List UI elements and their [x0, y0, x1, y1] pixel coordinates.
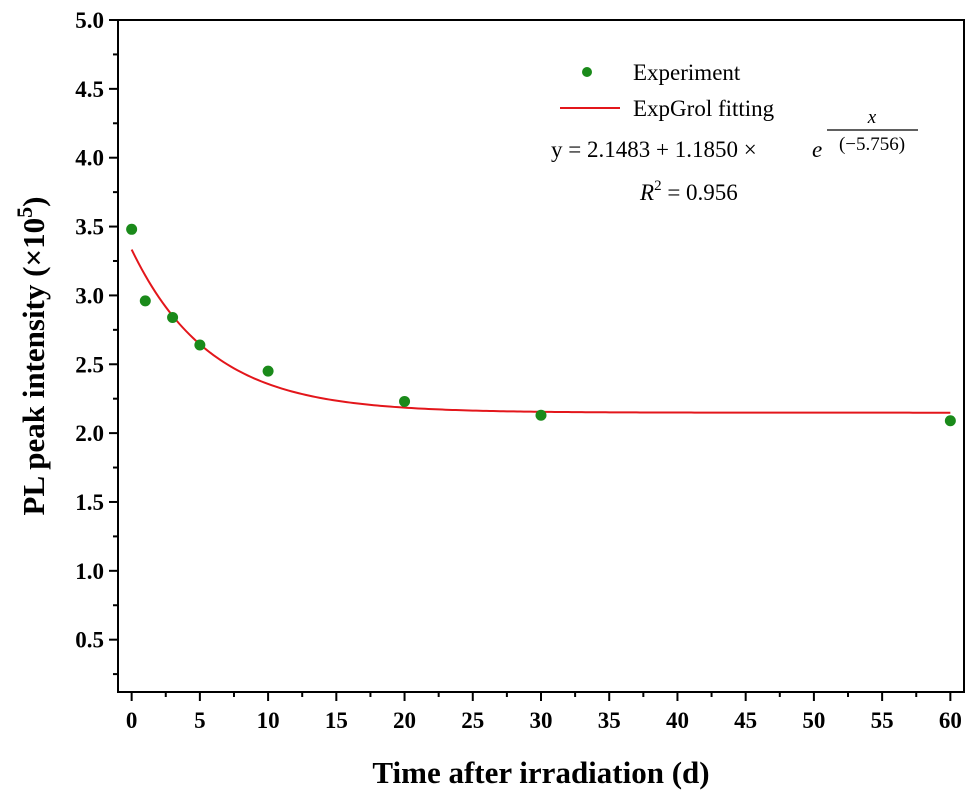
y-tick-label: 0.5 — [75, 628, 104, 653]
r-squared-label: R2 = 0.956 — [639, 178, 738, 205]
x-tick-label: 35 — [598, 708, 621, 733]
data-point — [535, 409, 547, 421]
x-tick-label: 50 — [802, 708, 825, 733]
x-tick-label: 20 — [393, 708, 416, 733]
x-tick-label: 45 — [734, 708, 757, 733]
equation-prefix: y = 2.1483 + 1.1850 × — [551, 137, 757, 162]
y-tick-label: 3.5 — [75, 215, 104, 240]
y-tick-label: 4.0 — [75, 146, 104, 171]
y-tick-label: 3.0 — [75, 283, 104, 308]
equation-base: e — [812, 137, 822, 162]
x-tick-label: 40 — [666, 708, 689, 733]
data-point — [944, 415, 956, 427]
y-axis-ticks: 0.5 1.0 1.5 2.0 2.5 3.0 3.5 4.0 4.5 5.0 — [75, 8, 118, 676]
x-tick-label: 5 — [194, 708, 206, 733]
equation-exponent-denominator: (−5.756) — [839, 134, 905, 155]
data-point — [262, 365, 274, 377]
y-tick-label: 2.0 — [75, 421, 104, 446]
data-point — [126, 223, 138, 235]
y-tick-label: 4.5 — [75, 77, 104, 102]
y-tick-label: 1.5 — [75, 490, 104, 515]
legend-label-experiment: Experiment — [633, 60, 741, 85]
x-tick-label: 10 — [257, 708, 280, 733]
x-tick-label: 30 — [530, 708, 553, 733]
legend-marker-experiment — [582, 67, 592, 77]
x-tick-label: 25 — [461, 708, 484, 733]
x-axis-ticks: 0 5 10 15 20 25 30 35 40 45 50 55 60 — [126, 692, 962, 733]
legend: Experiment ExpGrol fitting — [560, 60, 775, 121]
y-tick-label: 1.0 — [75, 559, 104, 584]
x-axis-title: Time after irradiation (d) — [372, 755, 709, 790]
y-axis-title: PL peak intensity (×105) — [12, 197, 51, 516]
data-point — [167, 311, 179, 323]
x-tick-label: 0 — [126, 708, 138, 733]
x-tick-label: 15 — [325, 708, 348, 733]
fit-equation: y = 2.1483 + 1.1850 × e x (−5.756) R2 = … — [551, 107, 918, 205]
experiment-points — [126, 223, 956, 427]
equation-exponent-numerator: x — [867, 107, 877, 128]
x-tick-label: 55 — [871, 708, 894, 733]
legend-label-fit: ExpGrol fitting — [633, 96, 775, 121]
data-point — [194, 339, 206, 351]
data-point — [139, 295, 151, 307]
y-tick-label: 2.5 — [75, 352, 104, 377]
y-tick-label: 5.0 — [75, 8, 104, 33]
data-point — [399, 395, 411, 407]
x-tick-label: 60 — [939, 708, 962, 733]
